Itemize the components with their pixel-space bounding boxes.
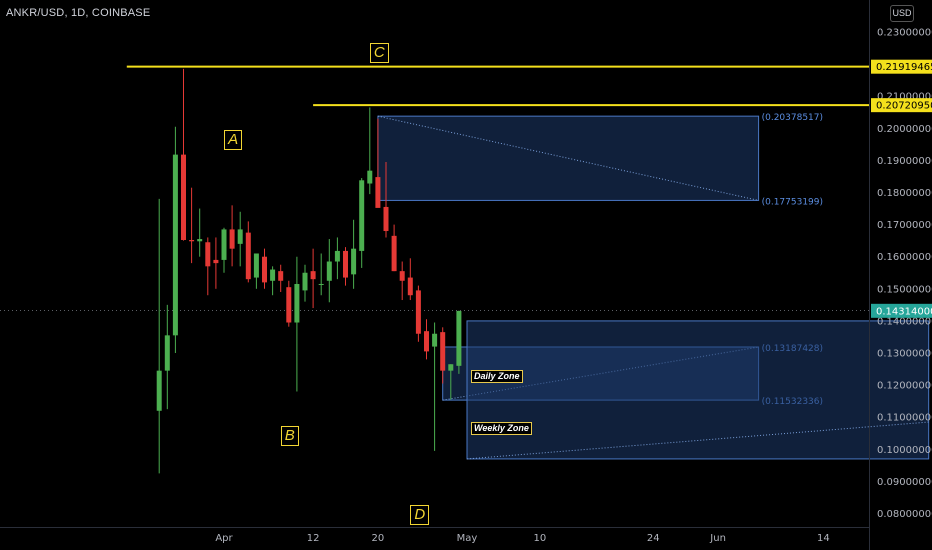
price-level-tag xyxy=(871,59,932,74)
current-price-tag-text: 0.14314000 xyxy=(876,306,932,317)
candle-body xyxy=(343,250,348,278)
price-tick-label: 0.08000000 xyxy=(877,509,932,520)
price-tick-label: 0.12000000 xyxy=(877,381,932,392)
price-level-tag xyxy=(871,98,932,113)
current-price-tag xyxy=(871,303,932,318)
zones-layer: (0.20378517)(0.17753199)(0.13187428)(0.1… xyxy=(377,113,930,460)
price-tick-label: 0.10000000 xyxy=(877,445,932,456)
price-tags: 0.21919465 0.20720950 0.14314000 xyxy=(871,59,932,318)
candle-body xyxy=(302,272,308,291)
candle-body xyxy=(237,229,243,244)
currency-button[interactable]: USD xyxy=(890,5,914,22)
candle-body xyxy=(221,229,227,260)
candle-body xyxy=(326,261,332,281)
candle-body xyxy=(318,283,324,285)
candle-body xyxy=(294,283,300,323)
price-tick-label: 0.15000000 xyxy=(877,284,932,295)
candle-body xyxy=(334,250,340,262)
candle-body xyxy=(205,242,211,267)
candle-body xyxy=(310,271,316,280)
candle-body xyxy=(156,370,162,411)
candles-layer xyxy=(156,68,462,474)
candle-body xyxy=(383,206,389,232)
time-tick-label: 20 xyxy=(372,533,385,544)
candle-body xyxy=(415,290,421,334)
candle-body xyxy=(181,154,186,241)
price-tick-label: 0.09000000 xyxy=(877,477,932,488)
price-tick-label: 0.23000000 xyxy=(877,28,932,39)
price-axis[interactable]: 0.230000000.220000000.210000000.20000000… xyxy=(877,28,932,521)
time-tick-label: May xyxy=(457,533,478,544)
candle-body xyxy=(375,177,381,208)
annotation-letter: A xyxy=(224,129,243,150)
candle-body xyxy=(424,331,429,352)
time-tick-label: Jun xyxy=(709,533,726,544)
time-tick-label: 12 xyxy=(307,533,320,544)
candle-body xyxy=(432,333,438,347)
zone-diagonal xyxy=(377,115,759,201)
candle-body xyxy=(229,229,235,249)
candle-body xyxy=(448,364,454,371)
candle-body xyxy=(189,240,195,242)
candle-body xyxy=(164,335,170,371)
candle-body xyxy=(351,248,357,275)
candle-body xyxy=(359,180,365,251)
price-tick-label: 0.19000000 xyxy=(877,156,932,167)
candle-body xyxy=(245,232,251,280)
price-tick-label: 0.17000000 xyxy=(877,220,932,231)
time-tick-label: 14 xyxy=(817,533,830,544)
price-tick-label: 0.11000000 xyxy=(877,413,932,424)
price-tick-label: 0.21000000 xyxy=(877,92,932,103)
candle-body xyxy=(172,154,178,336)
price-tick-label: 0.13000000 xyxy=(877,349,932,360)
candle-body xyxy=(270,269,276,281)
zone-diagonal xyxy=(466,421,929,460)
time-tick-label: 10 xyxy=(534,533,547,544)
price-tick-label: 0.18000000 xyxy=(877,188,932,199)
zone-label: Weekly Zone xyxy=(471,422,532,436)
candle-body xyxy=(391,235,397,272)
annotation-letter: C xyxy=(369,42,389,63)
levels-layer xyxy=(126,65,869,107)
candle-body xyxy=(456,310,462,366)
time-axis[interactable]: Apr 12 20 May 10 24 Jun 14 xyxy=(215,533,829,544)
time-tick-label: 24 xyxy=(647,533,660,544)
candle-body xyxy=(367,170,373,184)
price-level-tag-text: 0.20720950 xyxy=(876,101,932,112)
candle-body xyxy=(440,332,446,371)
zone-bottom-label: (0.17753199) xyxy=(762,197,823,207)
zone-top-label: (0.20378517) xyxy=(762,113,823,123)
candle-body xyxy=(278,271,284,281)
annotation-letter: D xyxy=(410,505,430,526)
candle-body xyxy=(253,253,259,278)
candle-body xyxy=(262,256,267,283)
candle-body xyxy=(213,259,219,264)
annotation-letter: B xyxy=(280,426,299,447)
price-level-tag-text: 0.21919465 xyxy=(876,62,932,73)
candle-body xyxy=(286,287,292,323)
price-tick-label: 0.14000000 xyxy=(877,316,932,327)
time-tick-label: Apr xyxy=(215,533,233,544)
candle-body xyxy=(407,277,413,296)
zone-box xyxy=(466,320,930,460)
candle-body xyxy=(399,271,405,281)
zone-label: Daily Zone xyxy=(471,369,523,383)
price-tick-label: 0.20000000 xyxy=(877,124,932,135)
symbol-title: ANKR/USD, 1D, COINBASE xyxy=(6,7,151,19)
candle-body xyxy=(197,239,203,242)
price-tick-label: 0.16000000 xyxy=(877,252,932,263)
